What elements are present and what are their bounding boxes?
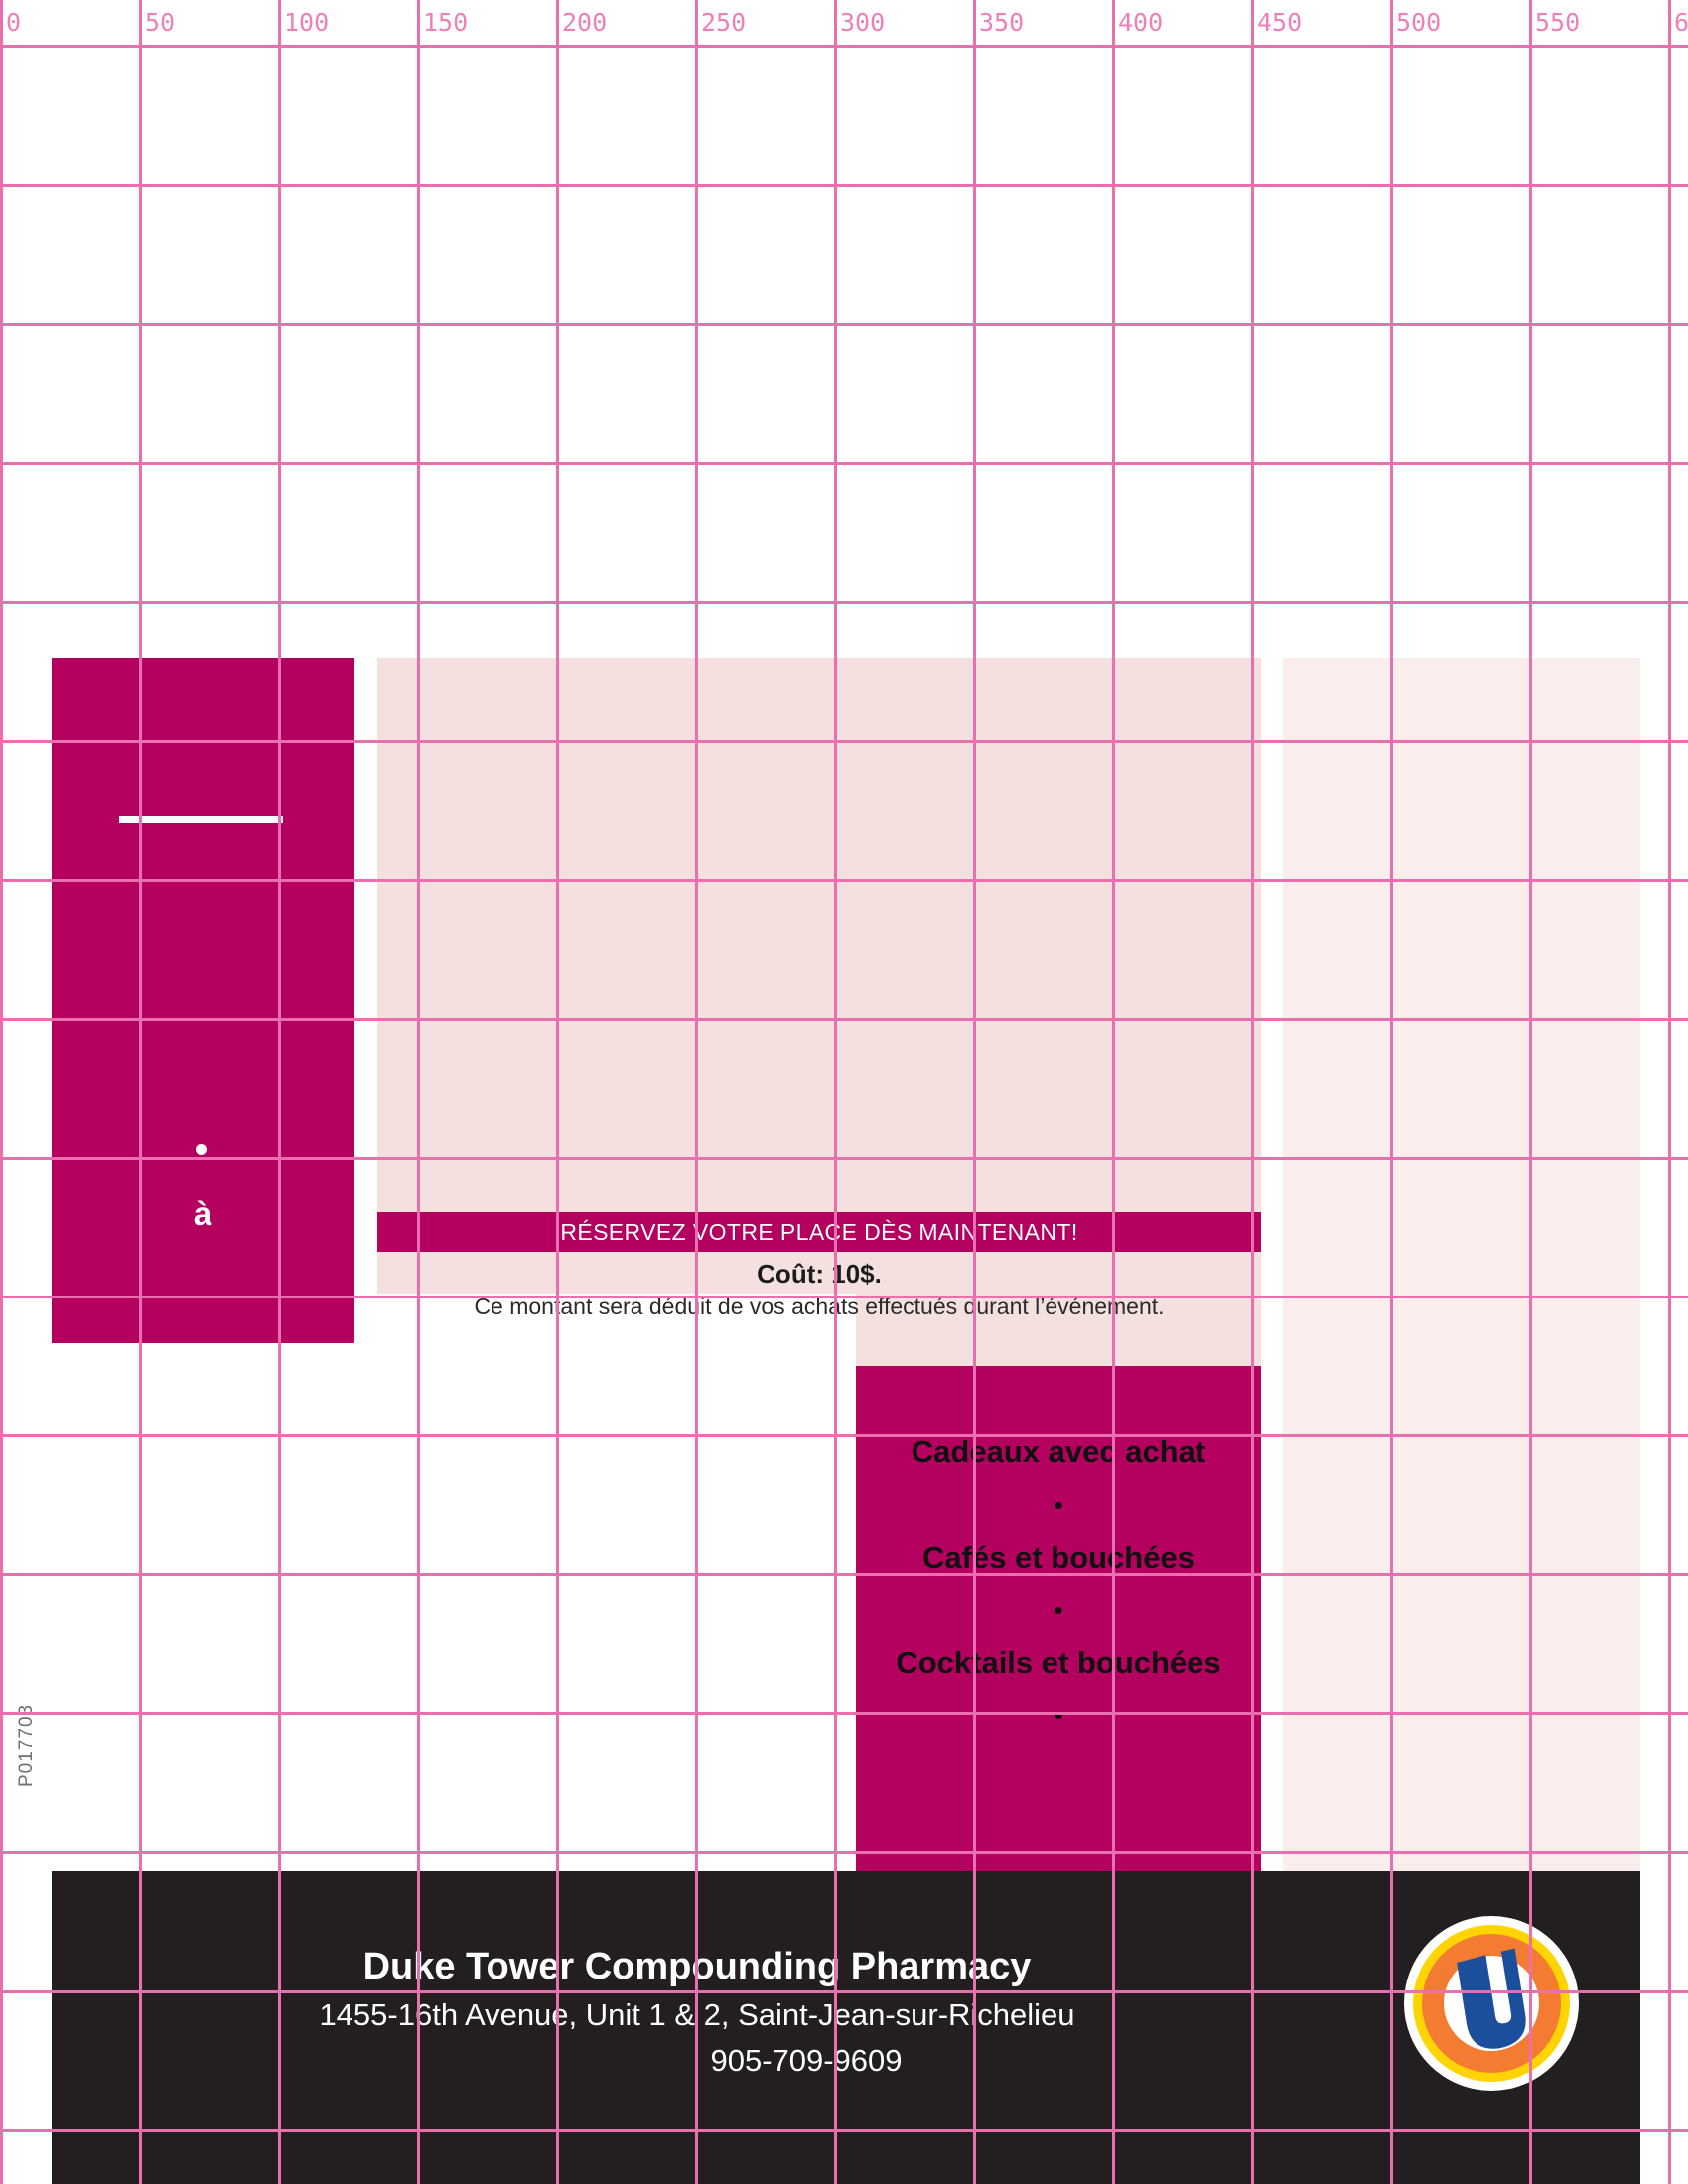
left-panel-bullet-dot: [196, 1144, 207, 1155]
left-magenta-panel: [52, 658, 354, 1343]
page-code-label: P017703: [16, 1704, 37, 1787]
offers-list: Cadeaux avec achat • Cafés et bouchées •…: [856, 1430, 1261, 1745]
reservation-banner: RÉSERVEZ VOTRE PLACE DÈS MAINTENANT!: [377, 1212, 1261, 1252]
offer-item: Cafés et bouchées: [922, 1540, 1195, 1574]
ruler-tick-label: 350: [979, 8, 1025, 37]
ruler-tick-label: 400: [1118, 8, 1164, 37]
ruler-tick-label: 100: [284, 8, 330, 37]
pharmacy-name: Duke Tower Compounding Pharmacy: [362, 1946, 1032, 1987]
pink-background-panel-main: [377, 658, 1261, 1294]
grid-line-vertical: [0, 0, 3, 2184]
uniprix-logo-icon: [1402, 1914, 1581, 2093]
offer-separator-dot: •: [1054, 1595, 1063, 1625]
ruler-tick-label: 50: [145, 8, 176, 37]
pink-background-panel-right: [1283, 658, 1640, 1871]
offers-magenta-panel: [856, 1366, 1261, 1872]
ruler-tick-label: 150: [423, 8, 469, 37]
offer-item: Cadeaux avec achat: [911, 1434, 1206, 1469]
cost-block: Coût: 10$. Ce montant sera déduit de vos…: [377, 1257, 1261, 1322]
grid-line-horizontal: [0, 462, 1688, 465]
pharmacy-phone: 905-709-9609: [710, 2043, 903, 2078]
grid-line-horizontal: [0, 184, 1688, 187]
left-panel-accent-character: à: [193, 1195, 212, 1232]
grid-line-horizontal: [0, 601, 1688, 604]
ruler-tick-label: 500: [1396, 8, 1442, 37]
cost-note: Ce montant sera déduit de vos achats eff…: [474, 1294, 1165, 1319]
ruler-tick-label: 450: [1257, 8, 1303, 37]
reservation-banner-text: RÉSERVEZ VOTRE PLACE DÈS MAINTENANT!: [560, 1218, 1078, 1245]
grid-line-vertical: [1668, 0, 1671, 2184]
footer-contact-block: Duke Tower Compounding Pharmacy 1455-16t…: [52, 1941, 1342, 2084]
offer-separator-dot: •: [1054, 1490, 1063, 1520]
left-panel-divider-rule: [119, 816, 283, 823]
offer-separator-dot: •: [1054, 1701, 1063, 1730]
ruler-tick-label: 550: [1535, 8, 1581, 37]
pharmacy-address: 1455-16th Avenue, Unit 1 & 2, Saint-Jean…: [319, 1997, 1075, 2032]
offer-item: Cocktails et bouchées: [896, 1645, 1221, 1680]
ruler-tick-label: 600: [1674, 8, 1688, 37]
ruler-tick-label: 0: [6, 8, 22, 37]
grid-line-horizontal: [0, 45, 1688, 48]
ruler-tick-label: 300: [840, 8, 886, 37]
grid-line-horizontal: [0, 323, 1688, 326]
ruler-tick-label: 200: [562, 8, 608, 37]
ruler-tick-label: 250: [701, 8, 747, 37]
cost-label: Coût: 10$.: [757, 1259, 882, 1289]
